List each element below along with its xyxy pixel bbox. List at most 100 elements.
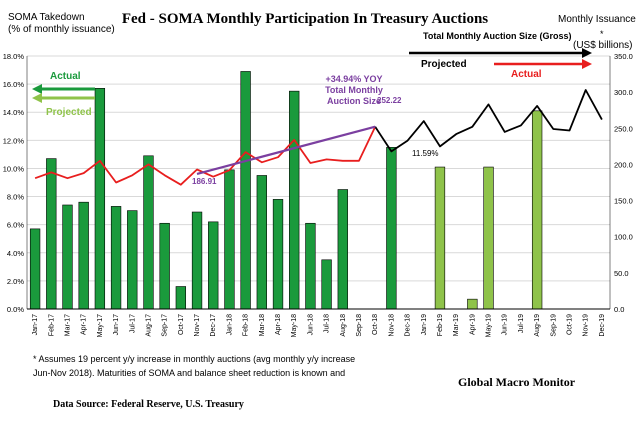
trend-annotation-line3: Auction Size xyxy=(327,96,381,106)
legend-right-projected-label: Projected xyxy=(421,59,467,70)
right-tick-label: 200.0 xyxy=(614,160,633,169)
left-tick-label: 18.0% xyxy=(3,52,25,61)
legend-left-actual-label: Actual xyxy=(50,71,81,82)
right-tick-label: 50.0 xyxy=(614,269,629,278)
right-axis: 0.0 50.0 100.0 150.0 200.0 250.0 300.0 350.0 xyxy=(609,52,633,314)
x-tick-label: Aug-18 xyxy=(340,314,347,337)
x-tick-label: May-19 xyxy=(486,314,493,337)
left-axis: 0.0% 2.0% 4.0% 6.0% 8.0% 10.0% 12.0% 14.0% 16.0%… xyxy=(3,52,28,314)
trend-start-label: 186.91 xyxy=(192,177,217,186)
legend-right-actual-label: Actual xyxy=(511,69,542,80)
x-tick-label: May-18 xyxy=(291,314,298,337)
bar-actual xyxy=(127,210,138,310)
x-tick-label: Oct-19 xyxy=(567,314,574,335)
bar-actual xyxy=(289,90,300,310)
bar-projected xyxy=(483,166,494,310)
bar-series xyxy=(29,71,543,310)
bar-projected xyxy=(531,110,543,310)
x-tick-label: Dec-17 xyxy=(210,314,217,337)
x-tick-label: Sep-17 xyxy=(162,314,169,337)
bar-actual xyxy=(159,222,170,310)
left-tick-label: 10.0% xyxy=(3,164,25,173)
left-axis-title-line2: (% of monthly issuance) xyxy=(8,24,115,35)
left-tick-label: 0.0% xyxy=(7,305,24,314)
x-tick-label: Jul-18 xyxy=(324,314,331,333)
bar-actual xyxy=(143,155,154,310)
x-tick-label: Oct-18 xyxy=(372,314,379,335)
bar-projected xyxy=(467,298,478,310)
right-tick-label: 150.0 xyxy=(614,197,633,206)
x-tick-label: Jun-17 xyxy=(113,314,120,336)
left-tick-label: 14.0% xyxy=(3,108,25,117)
brand-label: Global Macro Monitor xyxy=(458,375,576,389)
right-tick-label: 100.0 xyxy=(614,233,633,242)
left-tick-label: 12.0% xyxy=(3,136,25,145)
bar-actual xyxy=(78,201,89,310)
bar-actual xyxy=(321,259,332,310)
bar-actual xyxy=(272,199,284,310)
x-tick-label: Sep-19 xyxy=(550,314,557,337)
trend-annotation-line2: Total Monthly xyxy=(325,85,383,95)
legend-right-actual-arrow xyxy=(494,59,592,69)
x-tick-label: Mar-19 xyxy=(453,314,460,336)
trend-line xyxy=(196,125,376,175)
legend-left-projected-arrow xyxy=(32,93,95,103)
bar-actual xyxy=(240,71,251,310)
chart-title: Fed - SOMA Monthly Participation In Trea… xyxy=(122,11,488,27)
last-actual-label: 11.59% xyxy=(412,149,439,158)
bar-actual xyxy=(305,222,316,310)
x-tick-label: Feb-17 xyxy=(48,314,55,336)
bar-actual xyxy=(191,211,203,310)
x-tick-label: Jan-18 xyxy=(226,314,233,336)
bar-actual xyxy=(175,286,187,310)
gridlines xyxy=(27,55,610,310)
x-tick-label: Mar-18 xyxy=(259,314,266,336)
bar-actual xyxy=(208,221,219,310)
right-tick-label: 0.0 xyxy=(614,305,624,314)
footnote-line2: Jun-Nov 2018). Maturities of SOMA and ba… xyxy=(33,368,345,378)
bar-actual xyxy=(386,147,397,310)
legend-left-projected-label: Projected xyxy=(46,107,92,118)
footnote-line1: * Assumes 19 percent y/y increase in mon… xyxy=(33,354,355,364)
x-tick-label: Jul-19 xyxy=(518,314,525,333)
x-tick-label: Apr-18 xyxy=(275,314,282,335)
legend-right-projected-arrow xyxy=(409,48,592,58)
right-axis-title-line1: Monthly Issuance xyxy=(558,14,636,25)
bar-actual xyxy=(337,189,348,310)
bar-actual xyxy=(62,204,73,310)
right-tick-label: 350.0 xyxy=(614,52,633,61)
x-tick-label: Jan-19 xyxy=(421,314,428,336)
line-actual xyxy=(34,126,377,186)
x-tick-label: May-17 xyxy=(97,314,104,337)
bar-actual xyxy=(110,206,122,310)
x-tick-label: Jun-19 xyxy=(502,314,509,336)
x-tick-label: Feb-18 xyxy=(243,314,250,336)
x-tick-label: Mar-17 xyxy=(64,314,71,336)
x-tick-label: Jun-18 xyxy=(307,314,314,336)
legend-right-title-mark: * xyxy=(600,29,604,39)
bar-actual xyxy=(224,169,235,310)
left-tick-label: 6.0% xyxy=(7,221,24,230)
x-axis: Jan-17 Feb-17 Mar-17 Apr-17 May-17 Jun-17 Jul-… xyxy=(27,308,610,337)
x-tick-label: Dec-18 xyxy=(405,314,412,337)
x-tick-label: Aug-17 xyxy=(145,314,152,337)
trend-end-label: 252.22 xyxy=(377,96,402,105)
right-tick-label: 250.0 xyxy=(614,124,633,133)
bar-actual xyxy=(94,88,106,310)
x-tick-label: Oct-17 xyxy=(178,314,185,335)
line-projected xyxy=(374,89,603,153)
line-series xyxy=(34,89,603,186)
x-tick-label: Feb-19 xyxy=(437,314,444,336)
left-tick-label: 4.0% xyxy=(7,249,24,258)
x-tick-label: Nov-17 xyxy=(194,314,201,337)
legend-right-title: Total Monthly Auction Size (Gross) xyxy=(423,31,572,41)
x-tick-label: Nov-19 xyxy=(583,314,590,337)
bar-actual xyxy=(29,228,41,310)
left-tick-label: 8.0% xyxy=(7,193,24,202)
x-tick-label: Dec-19 xyxy=(599,314,606,337)
trend-annotation-line1: +34.94% YOY xyxy=(325,74,382,84)
x-tick-label: Aug-19 xyxy=(534,314,541,337)
legend-left-actual-arrow xyxy=(32,84,95,94)
left-tick-label: 2.0% xyxy=(7,277,24,286)
